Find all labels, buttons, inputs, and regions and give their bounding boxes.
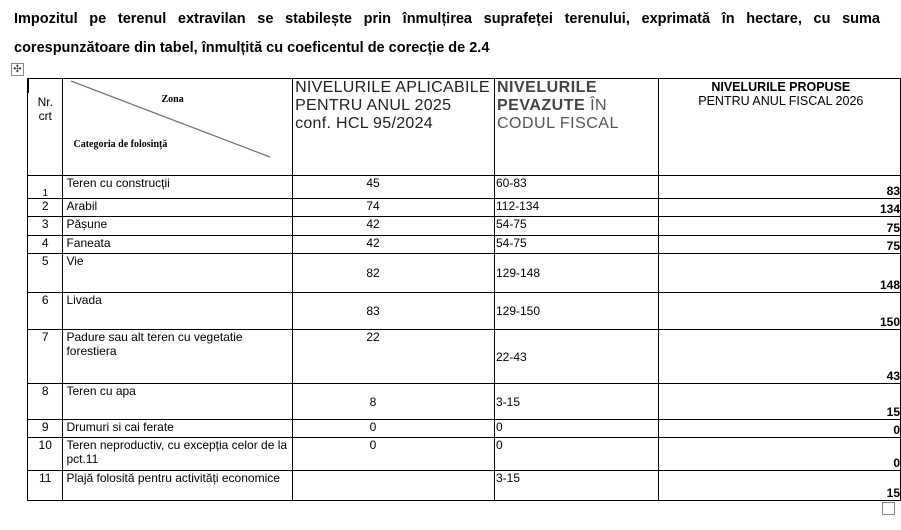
row-category: Arabil: [62, 198, 294, 217]
table-row: 9 Drumuri si cai ferate 0 0 0: [26, 419, 901, 438]
table-row: 3 Pășune 42 54-75 75: [26, 216, 901, 236]
table-header-row: Nr. crt Zona Categoria de folosință NIVE…: [26, 78, 901, 176]
table-row: 10 Teren neproductiv, cu excepția celor …: [26, 437, 901, 471]
row-category: Teren neproductiv, cu excepția celor de …: [62, 437, 294, 471]
row-level-2026: 15: [657, 470, 901, 501]
header-nr-label: Nr. crt: [37, 95, 53, 123]
row-level-2026: 43: [657, 329, 901, 384]
row-category: Faneata: [62, 235, 294, 254]
row-level-fiscal-code: 54-75: [493, 216, 659, 236]
row-level-fiscal-code: 0: [493, 419, 659, 438]
text-cursor: [28, 79, 29, 93]
row-nr: 8: [26, 383, 64, 420]
row-category: Livada: [62, 292, 294, 330]
tax-levels-table: Nr. crt Zona Categoria de folosință NIVE…: [26, 78, 901, 501]
row-level-2026: 75: [657, 235, 901, 254]
row-category: Pășune: [62, 216, 294, 236]
row-level-fiscal-code: 0: [493, 437, 659, 471]
row-level-2025: 74: [292, 198, 495, 217]
row-level-2026: 0: [657, 419, 901, 438]
row-level-2025: 83: [292, 292, 495, 330]
row-level-fiscal-code: 22-43: [493, 329, 659, 384]
row-level-2025: 22: [292, 329, 495, 384]
header-levels-2025: NIVELURILE APLICABILE PENTRU ANUL 2025 c…: [292, 78, 495, 176]
row-level-2025: 0: [292, 419, 495, 438]
row-level-fiscal-code: 129-150: [493, 292, 659, 330]
header-levels-fiscal-code: NIVELURILE PEVAZUTE ÎN CODUL FISCAL: [493, 78, 659, 176]
row-level-2025: 8: [292, 383, 495, 420]
row-level-fiscal-code: 54-75: [493, 235, 659, 254]
header-levels-fiscal-code-rest: ÎN CODUL FISCAL: [496, 97, 619, 132]
row-level-fiscal-code: 112-134: [493, 198, 659, 217]
row-category: Plajă folosită pentru activități economi…: [62, 470, 294, 501]
row-level-fiscal-code: 3-15: [493, 383, 659, 420]
row-nr: 3: [26, 216, 64, 236]
table-row: 5 Vie 82 129-148 148: [26, 253, 901, 293]
header-levels-2026-line2: PENTRU ANUL FISCAL 2026: [698, 94, 864, 108]
row-level-2025: 0: [292, 437, 495, 471]
row-level-2026: 148: [657, 253, 901, 293]
row-level-2025: 42: [292, 216, 495, 236]
table-row: 11 Plajă folosită pentru activități econ…: [26, 470, 901, 501]
row-nr: 1: [26, 175, 64, 199]
row-nr: 5: [26, 253, 64, 293]
table-row: 2 Arabil 74 112-134 134: [26, 198, 901, 217]
row-level-2026: 134: [657, 198, 901, 217]
row-nr: 4: [26, 235, 64, 254]
table-resize-handle[interactable]: [882, 502, 895, 515]
row-category: Padure sau alt teren cu vegetatie forest…: [62, 329, 294, 384]
table-row: 1 Teren cu construcții 45 60-83 83: [26, 175, 901, 199]
row-category: Teren cu apa: [62, 383, 294, 420]
row-level-2025: 82: [292, 253, 495, 293]
table-row: 7 Padure sau alt teren cu vegetatie fore…: [26, 329, 901, 384]
row-nr: 7: [26, 329, 64, 384]
row-category: Teren cu construcții: [62, 175, 294, 199]
table-row: 8 Teren cu apa 8 3-15 15: [26, 383, 901, 420]
row-level-2025: 45: [292, 175, 495, 199]
row-nr: 6: [26, 292, 64, 330]
header-levels-2026: NIVELURILE PROPUSE PENTRU ANUL FISCAL 202…: [657, 78, 901, 176]
row-nr: 9: [26, 419, 64, 438]
intro-paragraph: Impozitul pe terenul extravilan se stabi…: [14, 11, 880, 56]
row-level-2025: 42: [292, 235, 495, 254]
row-nr: 2: [26, 198, 64, 217]
row-level-2026: 83: [657, 175, 901, 199]
row-level-fiscal-code: 129-148: [493, 253, 659, 293]
row-category: Drumuri si cai ferate: [62, 419, 294, 438]
header-levels-fiscal-code-bold: NIVELURILE PEVAZUTE: [496, 79, 598, 115]
header-categoria: Categoria de folosință: [73, 139, 168, 150]
table-row: 6 Livada 83 129-150 150: [26, 292, 901, 330]
row-category: Vie: [62, 253, 294, 293]
diagonal-line: [71, 80, 271, 158]
header-zona: Zona: [161, 94, 184, 105]
header-levels-2026-line1: NIVELURILE PROPUSE: [711, 80, 851, 94]
row-level-2026: 150: [657, 292, 901, 330]
row-nr: 11: [26, 470, 64, 501]
table-row: 4 Faneata 42 54-75 75: [26, 235, 901, 254]
header-diagonal-cell: Zona Categoria de folosință: [62, 78, 294, 176]
row-level-fiscal-code: 3-15: [493, 470, 659, 501]
row-level-2026: 0: [657, 437, 901, 471]
header-nr-crt: Nr. crt: [26, 78, 64, 176]
row-level-2026: 75: [657, 216, 901, 236]
row-level-fiscal-code: 60-83: [493, 175, 659, 199]
row-level-2026: 15: [657, 383, 901, 420]
row-nr: 10: [26, 437, 64, 471]
table-move-handle-icon[interactable]: ✣: [11, 63, 24, 76]
row-level-2025: [292, 470, 495, 501]
